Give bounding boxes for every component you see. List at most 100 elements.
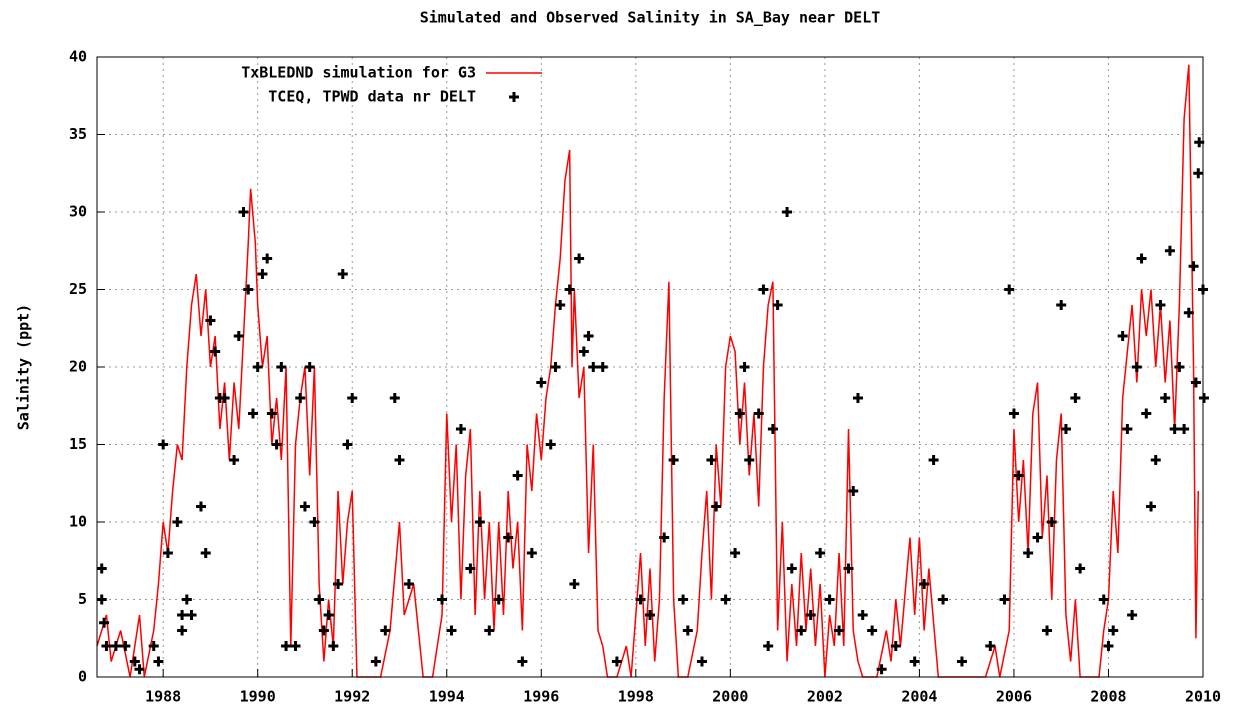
observation-point [763,641,774,651]
observation-point [696,656,707,667]
observation-point [1136,253,1147,264]
observation-point [333,579,344,589]
observation-point [919,579,930,589]
observation-point [928,455,939,465]
x-tick-label: 2000 [712,688,748,706]
observation-point [635,594,646,605]
observation-point [394,455,405,465]
observation-point [805,610,816,620]
observation-point [1193,168,1204,179]
observation-point [380,625,391,636]
observation-point [909,656,920,667]
y-tick-label: 20 [69,358,87,376]
observation-point [134,664,145,675]
observation-point [550,362,561,372]
observation-point [815,548,826,558]
observation-point [1141,408,1152,419]
observation-point [243,284,254,295]
observation-point [578,346,589,357]
observation-point [281,641,292,651]
observation-point [120,641,131,651]
observation-point [1169,424,1180,434]
observation-point [734,408,745,419]
observation-point [536,377,547,388]
observation-point [370,656,381,667]
observation-point [668,455,679,465]
observation-point [200,548,211,558]
observation-point [252,362,263,372]
observation-point [1155,300,1166,310]
observation-point [730,548,741,558]
observation-point [1023,548,1034,558]
observation-point [857,610,868,620]
observation-point [446,625,457,636]
observation-point [389,393,400,403]
observation-point [1046,517,1057,527]
observation-point [1179,424,1190,434]
observation-point [517,656,528,667]
observation-point [758,284,769,295]
observation-point [1098,594,1109,605]
observation-point [205,315,216,326]
observation-point [1108,625,1119,636]
observation-point [1122,424,1133,434]
observation-point [172,517,183,527]
observation-point [314,594,325,605]
observation-point [271,439,282,450]
x-tick-label: 1996 [523,688,559,706]
legend-label: TCEQ, TPWD data nr DELT [268,88,476,106]
legend-swatch [509,92,519,102]
observation-point [342,439,353,450]
observation-point [337,269,348,279]
observation-point [739,362,750,372]
y-tick-label: 0 [78,668,87,686]
observation-point [659,532,670,543]
x-tick-label: 1992 [334,688,370,706]
x-tick-label: 2004 [901,688,937,706]
observation-point [526,548,537,558]
observation-point [129,656,140,667]
observation-point [177,625,188,636]
observation-point [318,625,329,636]
observation-point [1042,625,1053,636]
observation-point [229,455,240,465]
observation-point [843,563,854,574]
observation-point [276,362,287,372]
observation-point [195,501,206,512]
observation-point [956,656,967,667]
observation-point [1008,408,1019,419]
legend-label: TxBLEDND simulation for G3 [241,64,476,82]
observation-point [295,393,306,403]
observation-point [1117,331,1128,341]
observation-point [767,424,778,434]
observation-point [890,641,901,651]
y-tick-label: 40 [69,48,87,66]
observation-point [706,455,717,465]
x-tick-label: 2002 [807,688,843,706]
x-tick-label: 1994 [429,688,465,706]
observation-point [328,641,339,651]
observation-point [503,532,514,543]
y-tick-label: 25 [69,280,87,298]
observation-point [867,625,878,636]
observation-point [299,501,310,512]
observation-point [493,594,504,605]
observation-point [177,610,188,620]
observation-point [744,455,755,465]
observation-point [1013,470,1024,481]
x-tick-label: 2010 [1185,688,1221,706]
observation-point [711,501,722,512]
observation-point [1056,300,1067,310]
observation-point [1032,532,1043,543]
observation-point [1131,362,1142,372]
observation-point [474,517,485,527]
observation-point [1188,261,1199,272]
observation-point [1060,424,1071,434]
y-tick-label: 15 [69,435,87,453]
observation-point [347,393,358,403]
observation-point [1183,307,1194,318]
observation-point [782,207,793,217]
observation-point [834,625,845,636]
observation-point [162,548,173,558]
